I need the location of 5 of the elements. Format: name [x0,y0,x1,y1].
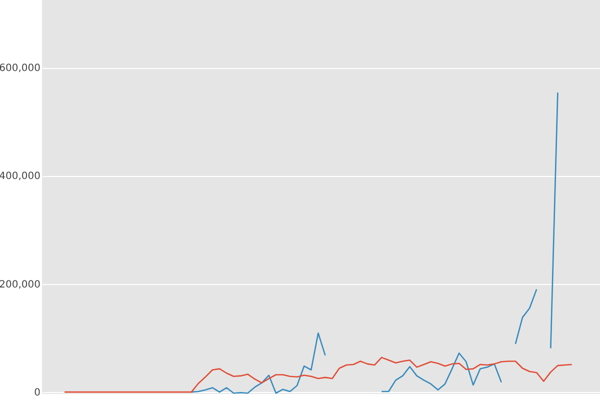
y-tick-label: 400,000 [0,171,40,182]
y-tick-label: 200,000 [0,279,40,290]
line-series [64,356,572,393]
y-tick-label: 0 [34,388,40,399]
y-tick-label: 600,000 [0,63,40,74]
